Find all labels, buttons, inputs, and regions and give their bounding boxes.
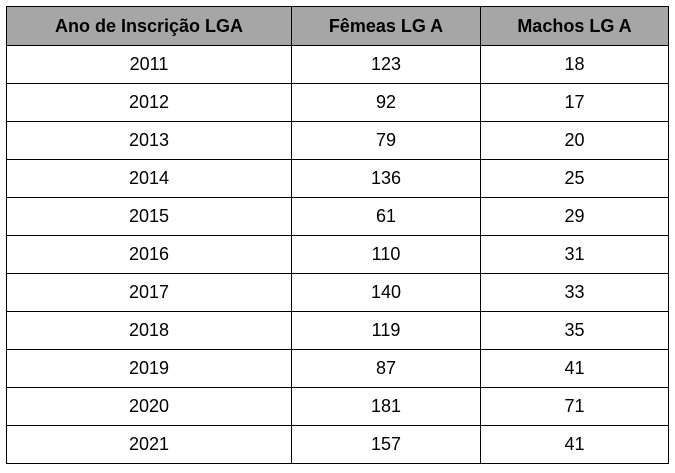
header-females: Fêmeas LG A <box>291 6 481 46</box>
cell-year: 2019 <box>6 349 292 388</box>
cell-year: 2017 <box>6 273 292 312</box>
header-year: Ano de Inscrição LGA <box>6 6 292 46</box>
table-row: 2015 61 29 <box>6 197 669 236</box>
cell-females: 136 <box>291 159 481 198</box>
cell-year: 2014 <box>6 159 292 198</box>
table-row: 2018 119 35 <box>6 311 669 350</box>
table-row: 2013 79 20 <box>6 121 669 160</box>
cell-females: 119 <box>291 311 481 350</box>
cell-year: 2021 <box>6 425 292 464</box>
cell-year: 2015 <box>6 197 292 236</box>
table-row: 2014 136 25 <box>6 159 669 198</box>
cell-year: 2020 <box>6 387 292 426</box>
table-row: 2019 87 41 <box>6 349 669 388</box>
cell-males: 20 <box>480 121 669 160</box>
header-row: Ano de Inscrição LGA Fêmeas LG A Machos … <box>6 6 669 46</box>
cell-females: 181 <box>291 387 481 426</box>
cell-females: 123 <box>291 45 481 84</box>
cell-males: 25 <box>480 159 669 198</box>
table-row: 2011 123 18 <box>6 45 669 84</box>
header-males: Machos LG A <box>480 6 669 46</box>
table-row: 2021 157 41 <box>6 425 669 464</box>
cell-males: 29 <box>480 197 669 236</box>
table-row: 2012 92 17 <box>6 83 669 122</box>
cell-males: 71 <box>480 387 669 426</box>
cell-females: 87 <box>291 349 481 388</box>
table-row: 2020 181 71 <box>6 387 669 426</box>
cell-females: 79 <box>291 121 481 160</box>
cell-males: 31 <box>480 235 669 274</box>
cell-females: 140 <box>291 273 481 312</box>
cell-females: 92 <box>291 83 481 122</box>
table-row: 2017 140 33 <box>6 273 669 312</box>
cell-females: 157 <box>291 425 481 464</box>
cell-females: 110 <box>291 235 481 274</box>
cell-females: 61 <box>291 197 481 236</box>
cell-males: 33 <box>480 273 669 312</box>
cell-males: 35 <box>480 311 669 350</box>
cell-year: 2011 <box>6 45 292 84</box>
registration-table: Ano de Inscrição LGA Fêmeas LG A Machos … <box>6 6 669 464</box>
cell-year: 2018 <box>6 311 292 350</box>
cell-year: 2016 <box>6 235 292 274</box>
cell-year: 2012 <box>6 83 292 122</box>
cell-males: 41 <box>480 349 669 388</box>
cell-year: 2013 <box>6 121 292 160</box>
cell-males: 17 <box>480 83 669 122</box>
cell-males: 18 <box>480 45 669 84</box>
table-container: Ano de Inscrição LGA Fêmeas LG A Machos … <box>6 6 669 464</box>
table-row: 2016 110 31 <box>6 235 669 274</box>
cell-males: 41 <box>480 425 669 464</box>
